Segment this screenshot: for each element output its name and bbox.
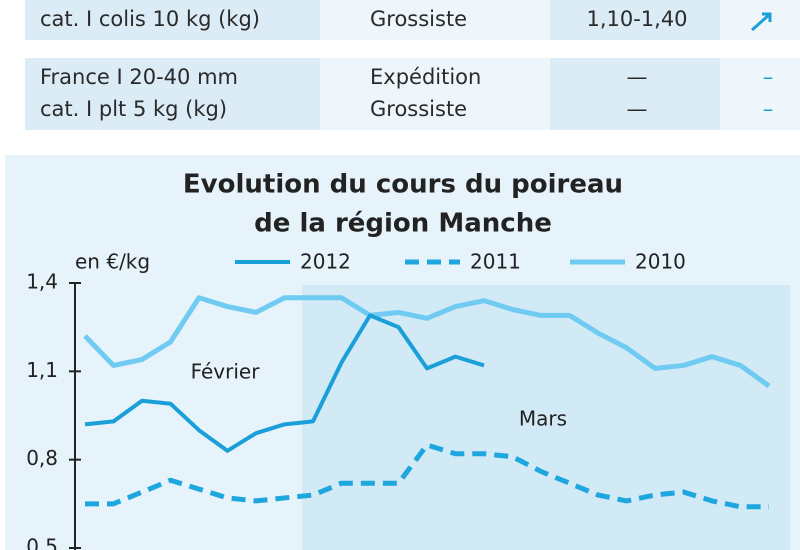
cell-bg [720,58,800,130]
trend: – [763,65,774,89]
product: cat. I plt 5 kg (kg) [40,97,227,121]
cell-bg [720,0,800,40]
cell-bg [550,58,720,130]
legend-label: 2012 [300,250,351,274]
trend-arrow [751,12,772,32]
price: — [627,97,648,121]
cell-bg [25,58,320,130]
cell-bg [320,0,550,40]
chart-title: de la région Manche [254,209,552,239]
price: — [627,65,648,89]
price: 1,10-1,40 [586,7,687,31]
stage: Grossiste [370,7,467,31]
y-tick-label: 1,4 [26,270,58,294]
series-line [84,313,485,453]
cell-bg [320,58,550,130]
legend-label: 2010 [635,250,686,274]
y-tick-label: 1,1 [26,358,58,382]
trend: – [763,97,774,121]
mars-region [302,285,790,550]
annotation: Mars [519,407,567,431]
stage: Expédition [370,65,481,89]
series-line [85,442,769,510]
cell-bg [550,0,720,40]
product: France I 20-40 mm [40,65,238,89]
product: cat. I colis 10 kg (kg) [40,7,260,31]
cell-bg [25,0,320,40]
y-tick-label: 0,8 [26,446,58,470]
stage: Grossiste [370,97,467,121]
annotation: Février [191,360,261,384]
chart-title: Evolution du cours du poireau [183,170,623,200]
legend-label: 2011 [470,250,521,274]
y-axis-label: en €/kg [75,250,150,274]
series-line [83,295,771,389]
y-tick-label: 0,5 [26,535,58,550]
